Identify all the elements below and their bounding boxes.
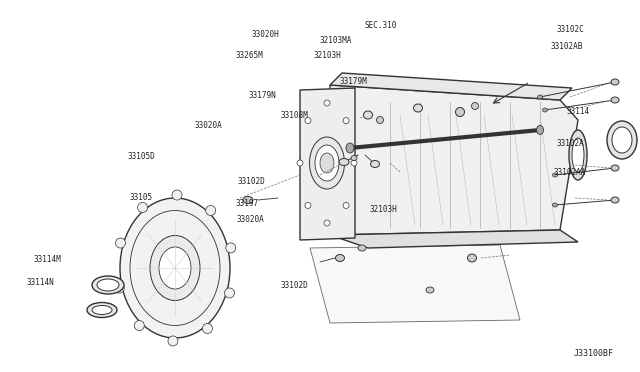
Ellipse shape (225, 288, 234, 298)
Ellipse shape (572, 138, 584, 172)
Text: J33100BF: J33100BF (573, 349, 613, 358)
Ellipse shape (87, 302, 117, 317)
Text: 33102AA: 33102AA (554, 169, 586, 177)
Text: 33105D: 33105D (128, 152, 156, 161)
Ellipse shape (324, 100, 330, 106)
Polygon shape (330, 85, 578, 235)
Ellipse shape (351, 155, 357, 160)
Ellipse shape (376, 116, 383, 124)
Text: 33102C: 33102C (557, 25, 584, 34)
Text: 33020A: 33020A (237, 215, 264, 224)
Ellipse shape (611, 79, 619, 85)
Ellipse shape (467, 254, 477, 262)
Text: 33114M: 33114M (33, 255, 61, 264)
Text: 33102D: 33102D (280, 281, 308, 290)
Ellipse shape (120, 198, 230, 338)
Ellipse shape (346, 143, 354, 153)
Ellipse shape (150, 235, 200, 301)
Ellipse shape (456, 108, 465, 116)
Ellipse shape (339, 158, 349, 166)
Ellipse shape (335, 254, 344, 262)
Ellipse shape (305, 118, 311, 124)
Ellipse shape (92, 276, 124, 294)
Ellipse shape (243, 196, 253, 203)
Ellipse shape (343, 202, 349, 208)
Ellipse shape (343, 118, 349, 124)
Ellipse shape (552, 173, 557, 177)
Ellipse shape (172, 190, 182, 200)
Text: SEC.310: SEC.310 (365, 21, 397, 30)
Ellipse shape (205, 205, 216, 215)
Ellipse shape (168, 336, 178, 346)
Ellipse shape (611, 165, 619, 171)
Text: 33108M: 33108M (280, 111, 308, 120)
Ellipse shape (159, 247, 191, 289)
Polygon shape (310, 245, 520, 323)
Text: 33102AB: 33102AB (550, 42, 583, 51)
Text: 33020H: 33020H (252, 30, 280, 39)
Ellipse shape (324, 220, 330, 226)
Ellipse shape (351, 160, 357, 166)
Text: 32103H: 32103H (370, 205, 397, 214)
Polygon shape (330, 230, 578, 248)
Ellipse shape (611, 197, 619, 203)
Ellipse shape (115, 238, 125, 248)
Ellipse shape (371, 160, 380, 167)
Text: 33265M: 33265M (236, 51, 263, 60)
Ellipse shape (569, 130, 587, 180)
Ellipse shape (538, 95, 543, 99)
Ellipse shape (315, 145, 339, 181)
Text: 33105: 33105 (129, 193, 152, 202)
Ellipse shape (305, 202, 311, 208)
Polygon shape (330, 73, 572, 100)
Ellipse shape (364, 111, 372, 119)
Text: 33197: 33197 (236, 199, 259, 208)
Text: 33114: 33114 (566, 107, 589, 116)
Text: 32103H: 32103H (314, 51, 341, 60)
Ellipse shape (115, 283, 124, 293)
Ellipse shape (413, 104, 422, 112)
Polygon shape (300, 88, 355, 240)
Ellipse shape (536, 125, 543, 135)
Ellipse shape (297, 160, 303, 166)
Ellipse shape (472, 103, 479, 109)
Text: 33114N: 33114N (27, 278, 54, 287)
Ellipse shape (611, 97, 619, 103)
Ellipse shape (612, 127, 632, 153)
Ellipse shape (92, 305, 112, 314)
Ellipse shape (97, 279, 119, 291)
Ellipse shape (607, 121, 637, 159)
Ellipse shape (310, 137, 344, 189)
Text: 33179M: 33179M (339, 77, 367, 86)
Ellipse shape (552, 203, 557, 207)
Text: 33020A: 33020A (195, 121, 223, 130)
Ellipse shape (358, 245, 366, 251)
Ellipse shape (320, 153, 334, 173)
Text: 33179N: 33179N (248, 92, 276, 100)
Text: 33102A: 33102A (557, 139, 584, 148)
Ellipse shape (226, 243, 236, 253)
Ellipse shape (134, 321, 144, 331)
Ellipse shape (426, 287, 434, 293)
Text: 33102D: 33102D (238, 177, 266, 186)
Text: 32103MA: 32103MA (320, 36, 353, 45)
Ellipse shape (543, 108, 547, 112)
Ellipse shape (138, 202, 148, 212)
Ellipse shape (202, 324, 212, 334)
